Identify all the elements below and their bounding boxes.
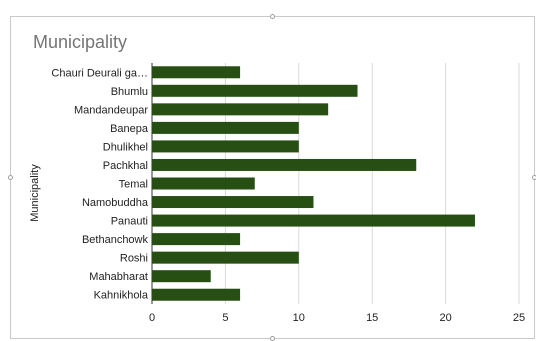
category-label: Dhulikhel — [103, 141, 148, 153]
chart-title: Municipality — [33, 32, 127, 52]
category-label: Mandandeupar — [74, 104, 148, 116]
bar[interactable] — [152, 121, 299, 134]
x-tick-label: 0 — [149, 312, 155, 324]
resize-handle-left[interactable] — [8, 175, 13, 180]
bar[interactable] — [152, 251, 299, 264]
category-label: Banepa — [110, 123, 149, 135]
bar[interactable] — [152, 66, 241, 79]
y-axis-title: Municipality — [29, 164, 41, 222]
x-tick-label: 10 — [293, 312, 305, 324]
bar[interactable] — [152, 214, 475, 227]
bar[interactable] — [152, 233, 241, 246]
category-label: Namobuddha — [82, 197, 149, 209]
resize-handle-top[interactable] — [270, 14, 275, 19]
bar[interactable] — [152, 196, 314, 209]
bar[interactable] — [152, 270, 211, 283]
bar[interactable] — [152, 158, 417, 171]
bar[interactable] — [152, 103, 329, 116]
category-label: Temal — [119, 179, 148, 191]
x-tick-label: 15 — [366, 312, 378, 324]
category-label: Roshi — [120, 253, 148, 265]
x-tick-label: 25 — [513, 312, 525, 324]
chart-frame[interactable] — [10, 16, 535, 339]
resize-handle-right[interactable] — [532, 175, 536, 180]
category-labels: Chauri Deurali ga… Bhumlu Mandandeupar Bane… — [51, 67, 148, 301]
category-label: Bhumlu — [111, 86, 148, 98]
bars — [152, 66, 475, 301]
category-label: Chauri Deurali ga… — [51, 67, 148, 79]
bar[interactable] — [152, 177, 255, 190]
category-label: Pachkhal — [103, 160, 148, 172]
x-tick-label: 5 — [222, 312, 228, 324]
category-label: Panauti — [111, 216, 148, 228]
x-tick-label: 20 — [439, 312, 451, 324]
category-label: Kahnikhola — [94, 290, 149, 302]
category-label: Mahabharat — [89, 271, 148, 283]
x-tick-labels: 0 5 10 15 20 25 — [149, 312, 525, 324]
bar[interactable] — [152, 84, 358, 97]
bar[interactable] — [152, 140, 299, 153]
bar[interactable] — [152, 288, 241, 301]
category-label: Bethanchowk — [82, 234, 149, 246]
